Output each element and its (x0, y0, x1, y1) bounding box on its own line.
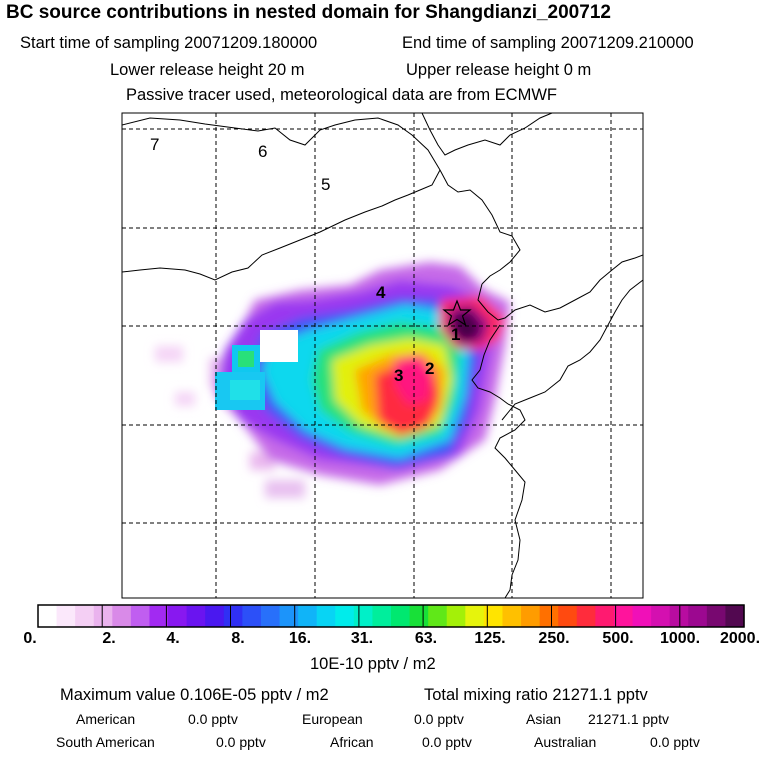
tracer-note: Passive tracer used, meteorological data… (126, 86, 557, 104)
colorbar-segment (502, 605, 522, 627)
colorbar-segment (725, 605, 745, 627)
region-label-1: 1 (451, 325, 460, 344)
lower-release-height: Lower release height 20 m (110, 61, 305, 79)
colorbar-segment (298, 605, 318, 627)
colorbar-label: 125. (474, 630, 506, 647)
colorbar-label: 31. (350, 630, 374, 647)
colorbar-segment (112, 605, 132, 627)
concentration-field (155, 262, 510, 498)
lat-lon-grid (122, 113, 643, 598)
colorbar-segment (316, 605, 336, 627)
max-value: Maximum value 0.106E-05 pptv / m2 (60, 686, 329, 704)
colorbar-segment (465, 605, 485, 627)
colorbar-segment (651, 605, 671, 627)
colorbar-label: 1000. (659, 630, 701, 647)
colorbar-segment (391, 605, 411, 627)
colorbar-segment (205, 605, 225, 627)
colorbar-unit: 10E-10 pptv / m2 (310, 655, 436, 673)
borders-coastline (122, 113, 643, 598)
colorbar-label: 0. (23, 630, 37, 647)
total-mixing-ratio: Total mixing ratio 21271.1 pptv (424, 686, 648, 704)
colorbar-label: 4. (166, 630, 180, 647)
region-name: South American (56, 734, 155, 750)
colorbar-label: 500. (602, 630, 634, 647)
colorbar-segment (93, 605, 113, 627)
colorbar-segment (409, 605, 429, 627)
region-value: 0.0 pptv (414, 711, 464, 727)
colorbar-segment (279, 605, 299, 627)
region-name: African (330, 734, 374, 750)
colorbar-segment (632, 605, 652, 627)
region-value: 21271.1 pptv (588, 711, 669, 727)
colorbar-segment (688, 605, 708, 627)
colorbar-segment (130, 605, 151, 627)
colorbar-segment (576, 605, 596, 627)
colorbar-segment (149, 605, 169, 627)
colorbar-segment (595, 605, 615, 627)
region-name: European (302, 711, 363, 727)
colorbar-segment (539, 605, 559, 627)
map-frame (121, 112, 644, 599)
colorbar-segment (56, 605, 76, 627)
colorbar-segment (706, 605, 727, 627)
region-label-2: 2 (425, 359, 434, 378)
colorbar-segment (372, 605, 392, 627)
region-name: Australian (534, 734, 597, 750)
colorbar-segment (446, 605, 466, 627)
colorbar-segment (168, 605, 188, 627)
colorbar-label: 16. (288, 630, 312, 647)
colorbar-label: 2000. (719, 630, 761, 647)
colorbar-segment (669, 605, 689, 627)
colorbar-label: 250. (538, 630, 570, 647)
colorbar-segment (75, 605, 95, 627)
region-value: 0.0 pptv (650, 734, 700, 750)
region-label-3: 3 (394, 366, 403, 385)
end-time: End time of sampling 20071209.210000 (402, 34, 694, 52)
colorbar-segment (353, 605, 374, 627)
colorbar-segment (335, 605, 355, 627)
colorbar-segment (186, 605, 206, 627)
star-icon (442, 299, 472, 327)
colorbar-label: 8. (231, 630, 245, 647)
colorbar-ticks (101, 605, 681, 627)
region-value: 0.0 pptv (188, 711, 238, 727)
colorbar-segment (260, 605, 281, 627)
colorbar-segment (483, 605, 504, 627)
colorbar-label: 63. (414, 630, 438, 647)
region-value: 0.0 pptv (422, 734, 472, 750)
colorbar-segment (242, 605, 262, 627)
region-name: Asian (526, 711, 562, 727)
colorbar-segment (613, 605, 634, 627)
region-label-6: 6 (258, 142, 267, 161)
colorbar-segment (38, 605, 58, 627)
region-name: American (76, 711, 136, 727)
region-label-7: 7 (150, 135, 159, 154)
region-value: 0.0 pptv (216, 734, 266, 750)
colorbar-segment (521, 605, 541, 627)
colorbar-segment (558, 605, 578, 627)
start-time: Start time of sampling 20071209.180000 (20, 34, 318, 52)
colorbar-segment (223, 605, 243, 627)
colorbar (38, 605, 745, 627)
map-title: BC source contributions in nested domain… (6, 2, 611, 23)
region-label-4: 4 (376, 283, 386, 302)
colorbar-label: 2. (102, 630, 116, 647)
colorbar-segment (428, 605, 448, 627)
region-label-5: 5 (321, 175, 330, 194)
colorbar-frame (37, 604, 745, 628)
upper-release-height: Upper release height 0 m (406, 61, 592, 79)
